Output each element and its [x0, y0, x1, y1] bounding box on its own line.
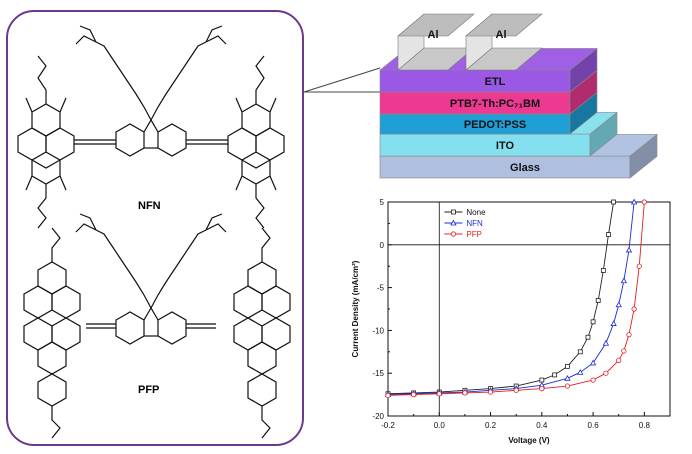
data-point-nfn	[625, 246, 633, 253]
x-tick-label: 0.0	[434, 421, 446, 430]
layer-glass-front	[379, 155, 631, 179]
legend-label-nfn: NFN	[466, 219, 483, 228]
data-point-none	[565, 363, 570, 369]
data-point-none	[611, 199, 617, 205]
y-axis-label: Current Density (mA/cm²)	[351, 260, 360, 357]
data-point-pfp	[487, 389, 494, 395]
plot-frame	[387, 201, 671, 417]
series-line-pfp	[387, 201, 645, 396]
device-stack: Glass ITO PEDOT:PSS PTB7-Th:PC₇₁BM ETL Al Al	[379, 13, 658, 179]
molecule-structures	[17, 25, 291, 439]
data-point-pfp	[636, 263, 642, 269]
layer-ito-front	[379, 133, 591, 157]
data-point-nfn	[620, 277, 628, 284]
data-point-pfp	[564, 383, 571, 389]
data-point-pfp	[513, 387, 519, 393]
legend-marker	[451, 209, 456, 215]
layer-label-etl: ETL	[485, 76, 506, 88]
data-point-pfp	[616, 357, 622, 363]
layer-label-active: PTB7-Th:PC₇₁BM	[450, 98, 540, 110]
layer-label-ito: ITO	[496, 140, 515, 152]
data-point-pfp	[621, 348, 627, 354]
x-tick-label: 0.2	[485, 421, 497, 430]
y-tick-label: -5	[377, 284, 385, 293]
data-point-nfn	[630, 198, 638, 205]
data-point-none	[552, 372, 558, 378]
data-point-pfp	[603, 370, 609, 376]
data-point-none	[595, 298, 601, 303]
layer-label-glass: Glass	[510, 162, 540, 174]
data-point-none	[539, 377, 545, 383]
molecule-label-pfp: PFP	[138, 384, 160, 396]
data-point-none	[606, 232, 611, 237]
legend-marker	[450, 231, 457, 237]
jv-chart: -0.2 0.0 0.2 0.4 0.6 0.8 5 0 -5 -10 -15 -20 Voltage …	[351, 198, 671, 445]
data-point-nfn	[610, 320, 617, 326]
data-point-nfn	[589, 359, 597, 366]
data-point-pfp	[539, 386, 545, 392]
layer-label-pedot: PEDOT:PSS	[464, 119, 526, 131]
data-point-pfp	[436, 391, 442, 397]
electrode-label-1: Al	[428, 29, 439, 41]
layer-etl-front	[379, 69, 571, 93]
y-tick-label: -20	[372, 412, 384, 421]
x-axis-label: Voltage (V)	[508, 436, 550, 445]
data-point-nfn	[577, 369, 584, 375]
y-tick-label: 0	[380, 241, 385, 250]
data-point-nfn	[602, 339, 610, 346]
y-tick-label: -10	[372, 326, 384, 335]
x-tick-label: 0.6	[588, 421, 600, 430]
data-point-none	[600, 268, 606, 273]
data-point-pfp	[626, 332, 632, 338]
data-point-pfp	[590, 377, 596, 383]
series-line-none	[387, 201, 615, 395]
legend-label-pfp: PFP	[466, 230, 482, 239]
data-point-nfn	[615, 301, 622, 308]
electrode-1-top	[397, 13, 475, 37]
data-point-pfp	[411, 392, 417, 398]
data-point-pfp	[385, 392, 391, 399]
data-point-none	[577, 349, 583, 355]
data-point-nfn	[564, 375, 571, 381]
molecule-label-nfn: NFN	[138, 200, 161, 212]
x-tick-label: -0.2	[381, 421, 395, 430]
data-point-none	[585, 334, 591, 340]
data-point-pfp	[462, 390, 468, 396]
series-line-nfn	[387, 201, 635, 396]
legend-marker	[450, 219, 457, 226]
x-tick-label: 0.4	[536, 421, 548, 430]
data-point-none	[590, 319, 596, 325]
y-tick-label: 5	[380, 198, 385, 207]
x-tick-label: 0.8	[639, 421, 651, 430]
data-point-pfp	[631, 306, 637, 312]
electrode-2-top	[465, 13, 543, 37]
molecule-panel: NFN PFP	[6, 10, 304, 446]
legend-label-none: None	[466, 208, 486, 217]
y-tick-label: -15	[372, 369, 384, 378]
data-point-pfp	[641, 199, 647, 205]
electrode-label-2: Al	[496, 29, 507, 41]
